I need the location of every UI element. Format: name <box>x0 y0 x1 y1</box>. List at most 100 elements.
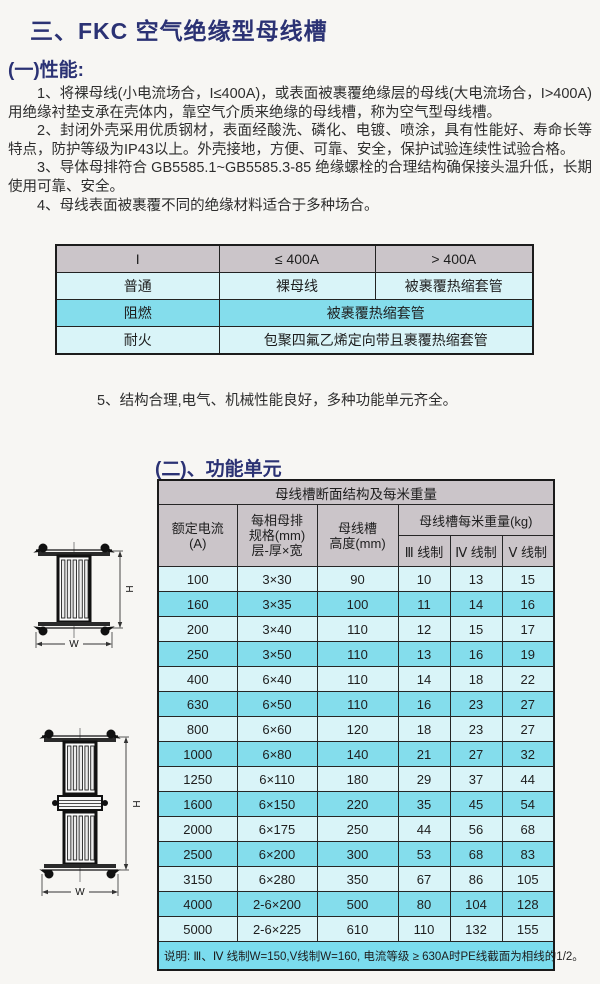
spec-table-cell: 350 <box>316 866 399 892</box>
spec-table-cell: 120 <box>316 716 399 742</box>
spec-table-row: 1250 6×110 180 29 37 44 <box>157 766 555 792</box>
spec-table-header-row-1: 额定电流 (A) 每相母排 规格(mm) 层-厚×宽 母线槽 高度(mm) 母线… <box>157 504 555 567</box>
spec-table-cell: 400 <box>157 666 238 692</box>
spec-table-cell: 56 <box>449 816 503 842</box>
spec-table-cell: 1600 <box>157 791 238 817</box>
spec-table-cell: 13 <box>397 641 451 667</box>
spec-table-cell: 6×200 <box>236 841 318 867</box>
spec-table-cell: 17 <box>501 616 555 642</box>
spec-table-row: 4000 2-6×200 500 80 104 128 <box>157 891 555 917</box>
spec-table-cell: 6×175 <box>236 816 318 842</box>
spec-table-cell: 6×150 <box>236 791 318 817</box>
spec-table-cell: 15 <box>501 566 555 592</box>
insulation-header-current: I <box>55 244 220 274</box>
spec-table-cell: 160 <box>157 591 238 617</box>
function-unit-heading: (二)、功能单元 <box>155 459 282 481</box>
spec-table-cell: 250 <box>157 641 238 667</box>
spec-table-cell: 15 <box>449 616 503 642</box>
insulation-header-gt400: > 400A <box>374 244 534 274</box>
spec-table-cell: 3×40 <box>236 616 318 642</box>
spec-table-cell: 110 <box>316 666 399 692</box>
spec-table-cell: 6×280 <box>236 866 318 892</box>
spec-table-cell: 4000 <box>157 891 238 917</box>
performance-item-5: 5、结构合理,电气、机械性能良好，多种功能单元齐全。 <box>97 393 458 410</box>
spec-header-3wire: Ⅲ 线制 <box>397 535 451 567</box>
spec-table-cell: 23 <box>449 691 503 717</box>
spec-table-cell: 90 <box>316 566 399 592</box>
insulation-cell: 裸母线 <box>218 272 376 301</box>
spec-header-busbar-spec: 每相母排 规格(mm) 层-厚×宽 <box>236 504 318 567</box>
spec-table-cell: 68 <box>501 816 555 842</box>
spec-table-cell: 6×80 <box>236 741 318 767</box>
spec-table-cell: 68 <box>449 841 503 867</box>
page-title: 三、FKC 空气绝缘型母线槽 <box>30 18 328 44</box>
busway-cross-section-diagram-single: H W <box>22 536 134 659</box>
insulation-header-le400: ≤ 400A <box>218 244 376 274</box>
spec-table-cell: 16 <box>501 591 555 617</box>
dimension-label-w: W <box>75 887 85 898</box>
dimension-label-h: H <box>130 800 141 807</box>
spec-table-row: 1600 6×150 220 35 45 54 <box>157 791 555 817</box>
spec-table-header-row-2: Ⅲ 线制 Ⅳ 线制 Ⅴ 线制 <box>158 535 555 567</box>
busway-single-drawing-icon: H W <box>33 542 134 650</box>
spec-table-cell: 3×30 <box>236 566 318 592</box>
insulation-type-table: I ≤ 400A > 400A 普通 裸母线 被裹覆热缩套管 阻燃 被裹覆热缩套… <box>55 244 534 356</box>
insulation-row-label: 普通 <box>55 272 220 301</box>
spec-table-cell: 3×35 <box>236 591 318 617</box>
spec-table-cell: 86 <box>449 866 503 892</box>
spec-table-cell: 2-6×200 <box>236 891 318 917</box>
spec-table-cell: 80 <box>397 891 451 917</box>
spec-table-cell: 2000 <box>157 816 238 842</box>
insulation-table-header-row: I ≤ 400A > 400A <box>55 244 534 274</box>
spec-table-body: 100 3×30 90 10 13 15 160 3×35 100 11 14 16 200 3×40 11… <box>157 566 555 942</box>
spec-table-cell: 105 <box>501 866 555 892</box>
spec-table-cell: 1000 <box>157 741 238 767</box>
insulation-row-label: 耐火 <box>55 326 220 355</box>
insulation-row-flame-retardant: 阻燃 被裹覆热缩套管 <box>55 299 534 328</box>
spec-table-cell: 250 <box>316 816 399 842</box>
insulation-row-ordinary: 普通 裸母线 被裹覆热缩套管 <box>55 272 534 301</box>
spec-table-cell: 2500 <box>157 841 238 867</box>
spec-table-cell: 300 <box>316 841 399 867</box>
spec-table-cell: 83 <box>501 841 555 867</box>
spec-table-cell: 630 <box>157 691 238 717</box>
spec-table-cell: 500 <box>316 891 399 917</box>
spec-table-cell: 140 <box>316 741 399 767</box>
spec-table-title: 母线槽断面结构及每米重量 <box>157 479 555 505</box>
spec-table-cell: 6×60 <box>236 716 318 742</box>
spec-table-cell: 12 <box>397 616 451 642</box>
insulation-cell: 被裹覆热缩套管 <box>218 299 534 328</box>
spec-header-current: 额定电流 (A) <box>157 504 238 567</box>
spec-table-note-row: 说明: Ⅲ、Ⅳ 线制W=150,V线制W=160, 电流等级 ≥ 630A时PE… <box>157 941 584 971</box>
spec-table-cell: 128 <box>501 891 555 917</box>
spec-table-cell: 32 <box>501 741 555 767</box>
spec-table-row: 2500 6×200 300 53 68 83 <box>157 841 555 867</box>
spec-table-row: 250 3×50 110 13 16 19 <box>157 641 555 667</box>
spec-table-cell: 200 <box>157 616 238 642</box>
spec-table-cell: 100 <box>157 566 238 592</box>
insulation-cell: 被裹覆热缩套管 <box>374 272 534 301</box>
spec-table-cell: 180 <box>316 766 399 792</box>
spec-table-row: 400 6×40 110 14 18 22 <box>157 666 555 692</box>
spec-table-cell: 14 <box>397 666 451 692</box>
spec-table-cell: 22 <box>501 666 555 692</box>
busway-cross-section-diagram-double: H W <box>26 724 142 909</box>
spec-table-cell: 29 <box>397 766 451 792</box>
performance-paragraphs: 1、将裸母线(小电流场合，I≤400A)，或表面被裹覆绝缘层的母线(大电流场合，… <box>8 85 592 215</box>
spec-table-cell: 45 <box>449 791 503 817</box>
busway-double-drawing-icon: H W <box>39 728 141 898</box>
spec-table-cell: 100 <box>316 591 399 617</box>
spec-table-row: 1000 6×80 140 21 27 32 <box>157 741 555 767</box>
spec-table-cell: 610 <box>316 916 399 942</box>
spec-table-row: 3150 6×280 350 67 86 105 <box>157 866 555 892</box>
spec-table-row: 5000 2-6×225 610 110 132 155 <box>157 916 555 942</box>
performance-paragraph-1: 1、将裸母线(小电流场合，I≤400A)，或表面被裹覆绝缘层的母线(大电流场合，… <box>8 86 592 121</box>
insulation-row-fireproof: 耐火 包聚四氟乙烯定向带且裹覆热缩套管 <box>55 326 534 355</box>
spec-table-cell: 5000 <box>157 916 238 942</box>
insulation-cell: 包聚四氟乙烯定向带且裹覆热缩套管 <box>218 326 534 355</box>
spec-table-cell: 67 <box>397 866 451 892</box>
spec-table-cell: 104 <box>449 891 503 917</box>
spec-table-cell: 44 <box>397 816 451 842</box>
spec-table-cell: 10 <box>397 566 451 592</box>
spec-table-note: 说明: Ⅲ、Ⅳ 线制W=150,V线制W=160, 电流等级 ≥ 630A时PE… <box>157 941 584 971</box>
